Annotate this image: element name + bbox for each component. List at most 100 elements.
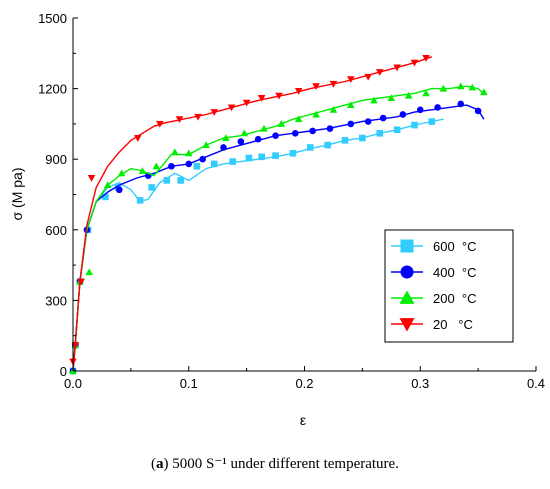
data-point [416, 106, 424, 114]
data-point [136, 197, 144, 204]
data-point [411, 121, 418, 129]
data-point [480, 88, 488, 96]
data-point [410, 59, 419, 67]
data-point [387, 94, 396, 101]
data-point [277, 120, 286, 127]
data-point [227, 104, 236, 112]
data-point [312, 83, 320, 91]
data-point [102, 193, 109, 201]
y-tick-label: 1500 [38, 11, 67, 26]
data-point [272, 132, 279, 139]
data-point [294, 115, 303, 123]
data-point [194, 113, 202, 121]
data-point [134, 135, 142, 142]
data-point [468, 83, 477, 91]
data-point [168, 162, 175, 170]
data-point [275, 92, 283, 100]
data-point [306, 144, 314, 151]
data-point [347, 120, 355, 128]
data-point [404, 91, 413, 99]
data-point [199, 155, 206, 163]
data-point [294, 87, 303, 95]
data-point [291, 130, 299, 137]
data-point [156, 120, 164, 128]
data-point [175, 116, 184, 123]
series-line [72, 56, 433, 372]
data-point [376, 130, 384, 137]
data-point [324, 141, 331, 149]
data-point [148, 184, 156, 191]
series-2 [69, 82, 488, 374]
data-point [341, 137, 349, 144]
data-point [138, 167, 147, 174]
data-point [87, 175, 96, 182]
legend-label: 20 °C [433, 317, 473, 332]
data-point [375, 69, 384, 76]
data-point [245, 154, 253, 162]
caption-text: 5000 S⁻¹ under different temperature. [168, 456, 399, 472]
figure-caption: (a) 5000 S⁻¹ under different temperature… [151, 456, 399, 472]
x-tick-label: 0.3 [411, 376, 429, 391]
data-point [309, 127, 316, 135]
data-point [364, 118, 372, 125]
data-point [184, 149, 193, 157]
data-point [254, 135, 262, 143]
x-tick-label: 0.4 [527, 376, 545, 391]
data-point [474, 107, 482, 115]
data-point [439, 84, 448, 92]
data-point [393, 126, 401, 134]
data-point [163, 177, 171, 184]
data-point [242, 99, 251, 107]
x-tick-label: 0.1 [180, 376, 198, 391]
x-tick-label: 0.2 [295, 376, 313, 391]
x-tick-label: 0.0 [64, 376, 82, 391]
data-point [116, 186, 123, 194]
data-point [347, 76, 355, 83]
data-point [422, 89, 430, 97]
data-point [103, 181, 112, 189]
data-point [117, 169, 126, 177]
data-point [258, 153, 265, 161]
data-point [229, 158, 237, 165]
data-point [312, 110, 320, 118]
y-tick-label: 1200 [38, 82, 67, 97]
legend-label: 200 °C [433, 291, 477, 306]
legend-label: 400 °C [433, 265, 477, 280]
data-point [240, 129, 249, 137]
data-point [428, 118, 436, 125]
y-tick-label: 0 [60, 364, 67, 379]
data-point [220, 144, 227, 151]
caption-label: a [156, 456, 164, 472]
data-point [329, 80, 338, 88]
data-point [152, 162, 161, 170]
plot-area [69, 55, 488, 375]
stress-strain-chart: 0 300 600 900 1200 1500 0.0 0.1 0.2 0.3 0.4 ε σ (M… [9, 11, 545, 428]
data-point [185, 160, 193, 168]
data-point [85, 268, 93, 276]
series-3 [69, 55, 433, 372]
data-point [202, 141, 210, 149]
data-point [171, 148, 179, 156]
data-point [210, 160, 218, 168]
data-point [77, 278, 85, 286]
legend-marker [400, 239, 414, 253]
data-point [221, 134, 230, 141]
legend-marker [399, 318, 415, 332]
legend-label: 600 °C [433, 239, 477, 254]
data-point [257, 95, 266, 102]
data-point [456, 82, 465, 90]
data-point [364, 73, 372, 81]
data-point [237, 138, 245, 145]
data-point [347, 101, 355, 109]
y-tick-label: 300 [45, 293, 67, 308]
data-point [177, 177, 184, 184]
y-tick-label: 600 [45, 223, 67, 238]
data-point [260, 124, 268, 132]
data-point [359, 134, 366, 142]
data-point [193, 162, 201, 170]
data-point [272, 152, 279, 159]
y-tick-label: 900 [45, 152, 67, 167]
legend-marker [399, 290, 415, 304]
x-axis-title: ε [300, 412, 306, 428]
data-point [370, 96, 378, 104]
